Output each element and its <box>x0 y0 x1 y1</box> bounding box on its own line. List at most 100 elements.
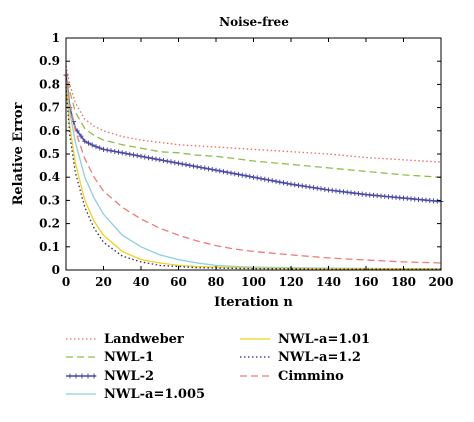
legend-item: Cimmino <box>240 369 344 384</box>
x-tick-label: 20 <box>95 275 112 289</box>
point-marker <box>277 179 283 185</box>
legend-marker <box>67 373 73 379</box>
point-marker <box>292 182 298 188</box>
legend-label: Cimmino <box>278 369 344 384</box>
y-tick-label: 0.5 <box>39 147 60 161</box>
point-marker <box>127 151 133 157</box>
series-line-nwl-1 <box>65 70 442 178</box>
y-tick-label: 0.9 <box>39 54 60 68</box>
point-marker <box>101 146 106 152</box>
point-marker <box>97 145 103 151</box>
y-tick-label: 0.7 <box>39 101 60 115</box>
legend-marker <box>79 373 85 379</box>
point-marker <box>78 133 84 139</box>
y-axis: 0 0.1 0.2 0.3 0.4 0.5 0.6 0.7 0.8 0.9 1 <box>39 31 441 277</box>
point-marker <box>254 175 260 181</box>
point-marker <box>322 186 328 192</box>
point-marker <box>202 165 208 171</box>
chart-title: Noise-free <box>219 15 289 29</box>
point-marker <box>311 185 316 191</box>
series-line-nwl-2 <box>65 75 442 203</box>
series-line-cimmino <box>65 70 442 264</box>
point-marker <box>153 156 159 162</box>
legend-marker <box>73 373 79 379</box>
point-marker <box>198 164 204 170</box>
point-marker <box>239 172 245 178</box>
point-marker <box>194 164 200 170</box>
point-marker <box>266 177 271 183</box>
legend-item: NWL-a=1.01 <box>240 332 370 347</box>
point-marker <box>251 174 256 180</box>
y-tick-label: 0 <box>52 263 60 277</box>
y-tick-label: 1 <box>52 31 60 45</box>
legend-item: NWL-1 <box>66 350 154 365</box>
x-tick-label: 200 <box>428 275 453 289</box>
point-marker <box>157 157 163 163</box>
point-marker <box>314 185 320 191</box>
point-marker <box>247 174 253 180</box>
point-marker <box>243 173 249 179</box>
point-marker <box>217 168 223 174</box>
x-tick-label: 60 <box>170 275 187 289</box>
point-marker <box>262 176 268 182</box>
legend-label: NWL-a=1.005 <box>104 387 205 402</box>
point-marker <box>116 149 121 155</box>
point-marker <box>296 182 301 188</box>
legend: Landweber NWL-1 NWL-2 NWL-a=1.005 NWL-a=1.01… <box>66 332 370 402</box>
x-tick-label: 80 <box>208 275 225 289</box>
x-tick-label: 160 <box>353 275 378 289</box>
point-marker <box>104 147 110 153</box>
point-marker <box>86 140 91 146</box>
x-tick-label: 180 <box>391 275 416 289</box>
point-marker <box>119 150 125 156</box>
point-marker <box>318 186 324 192</box>
y-tick-label: 0.3 <box>39 193 60 207</box>
point-marker <box>228 170 234 176</box>
point-marker <box>142 154 148 160</box>
legend-label: NWL-2 <box>104 369 154 384</box>
point-marker <box>224 169 230 175</box>
point-marker <box>206 166 211 172</box>
point-marker <box>123 151 129 157</box>
point-marker <box>236 171 241 177</box>
x-axis-label: Iteration n <box>214 295 293 310</box>
point-marker <box>164 158 170 164</box>
point-marker <box>168 159 174 165</box>
x-tick-label: 120 <box>278 275 303 289</box>
point-marker <box>179 161 185 167</box>
point-marker <box>307 184 313 190</box>
series-markers-nwl-2 <box>63 72 444 205</box>
y-tick-label: 0.6 <box>39 124 60 138</box>
point-marker <box>82 138 88 144</box>
point-marker <box>288 181 294 187</box>
legend-item: NWL-a=1.005 <box>66 387 205 402</box>
legend-label: NWL-a=1.01 <box>278 332 370 347</box>
point-marker <box>273 178 279 184</box>
point-marker <box>284 180 290 186</box>
point-marker <box>172 160 178 166</box>
legend-item: NWL-a=1.2 <box>240 350 361 365</box>
point-marker <box>161 157 166 163</box>
point-marker <box>134 153 140 159</box>
point-marker <box>303 183 309 189</box>
point-marker <box>191 163 196 169</box>
point-marker <box>187 162 193 168</box>
point-marker <box>269 178 275 184</box>
point-marker <box>93 144 99 150</box>
series-line-landweber <box>65 65 442 163</box>
x-tick-label: 40 <box>133 275 150 289</box>
series-line-nwl-a-1-005 <box>65 79 442 270</box>
legend-marker <box>85 373 91 379</box>
point-marker <box>232 171 238 177</box>
x-tick-label: 140 <box>316 275 341 289</box>
point-marker <box>183 162 189 168</box>
point-marker <box>89 142 95 148</box>
point-marker <box>281 180 286 186</box>
legend-label: NWL-1 <box>104 350 154 365</box>
x-axis: 0 20 40 60 80 100 120 140 160 180 200 <box>62 38 454 289</box>
legend-marker <box>91 373 97 379</box>
x-tick-label: 100 <box>241 275 266 289</box>
legend-label: NWL-a=1.2 <box>278 350 361 365</box>
point-marker <box>108 148 114 154</box>
